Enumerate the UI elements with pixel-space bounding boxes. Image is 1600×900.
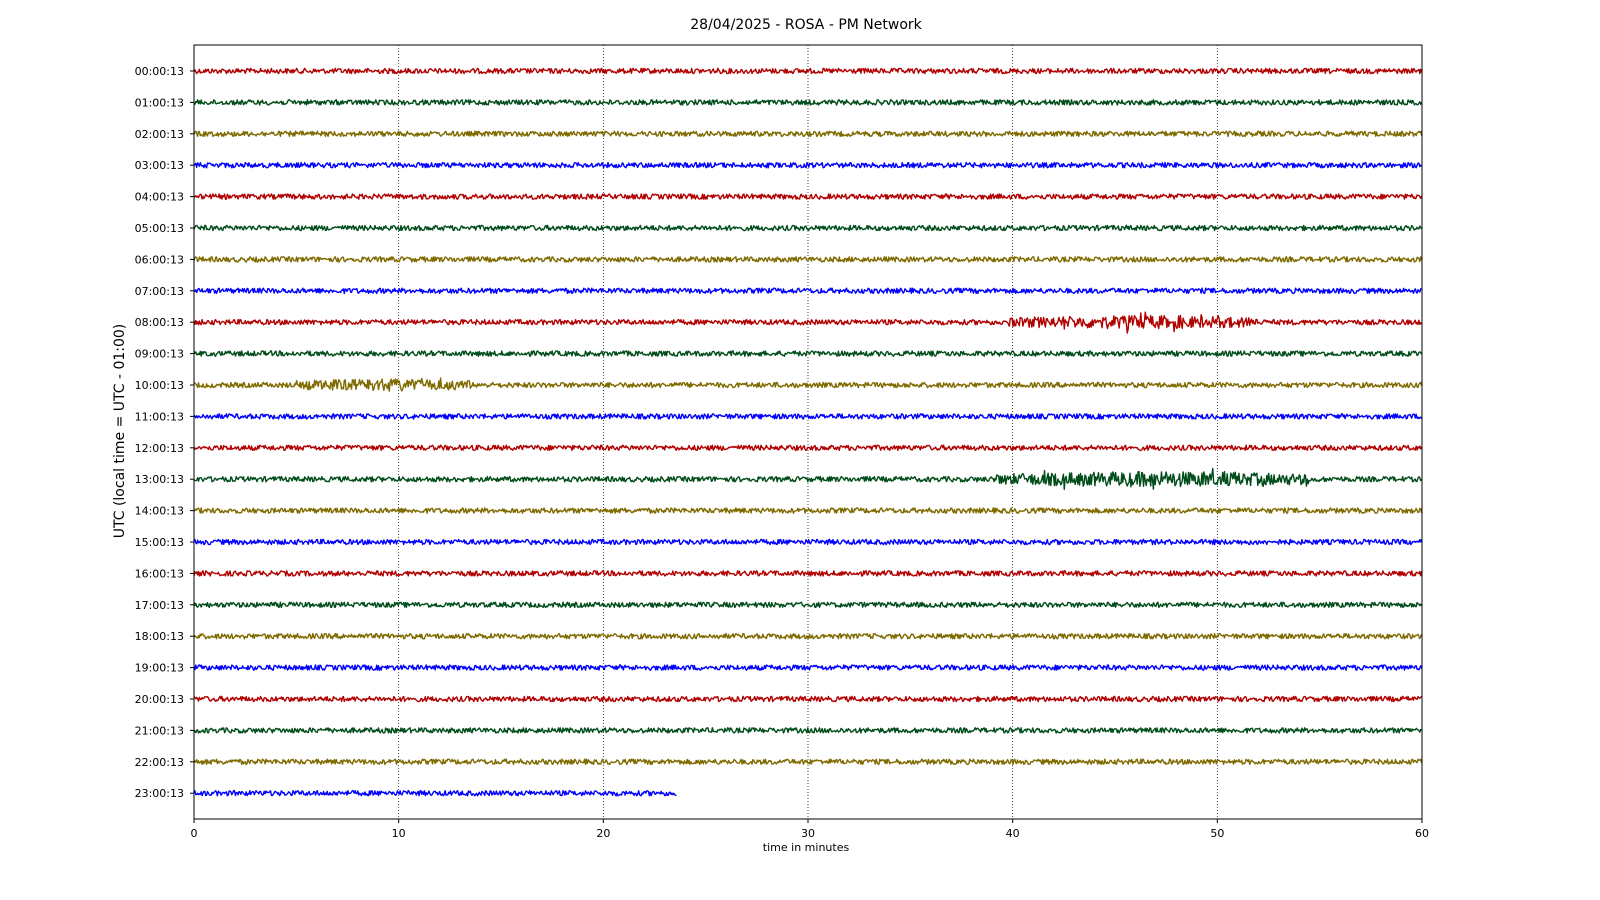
trace-line [193, 311, 1423, 334]
y-tick-label: 06:00:13 [135, 253, 184, 266]
y-tick-label: 18:00:13 [135, 630, 184, 643]
y-axis-label: UTC (local time = UTC - 01:00) [112, 324, 128, 539]
trace-line [193, 538, 1423, 546]
trace-line [193, 507, 1423, 514]
y-tick-label: 20:00:13 [135, 693, 184, 706]
trace-line [193, 224, 1423, 232]
y-tick-label: 15:00:13 [135, 536, 184, 549]
trace-line [193, 664, 1423, 671]
trace-line [193, 287, 1422, 295]
x-tick-label: 40 [1006, 827, 1020, 840]
y-tick-label: 09:00:13 [135, 348, 184, 361]
y-tick-label: 07:00:13 [135, 285, 184, 298]
y-tick-label: 01:00:13 [135, 96, 184, 109]
x-tick-label: 50 [1210, 827, 1224, 840]
x-axis-label: time in minutes [763, 841, 850, 854]
y-tick-label: 08:00:13 [135, 316, 184, 329]
y-tick-label: 02:00:13 [135, 128, 184, 141]
y-tick-label: 17:00:13 [135, 599, 184, 612]
trace-line [193, 727, 1422, 734]
y-tick-label: 21:00:13 [135, 724, 184, 737]
x-tick-label: 10 [392, 827, 406, 840]
y-tick-label: 13:00:13 [135, 473, 184, 486]
chart-title: 28/04/2025 - ROSA - PM Network [690, 17, 922, 33]
trace-line [193, 601, 1423, 609]
trace-line [193, 758, 1423, 766]
trace-line [193, 695, 1423, 703]
trace-line [193, 256, 1423, 263]
y-tick-label: 22:00:13 [135, 756, 184, 769]
trace-line [193, 789, 677, 797]
x-tick-label: 20 [596, 827, 610, 840]
trace-line [193, 632, 1423, 640]
y-tick-label: 23:00:13 [135, 787, 184, 800]
trace-line [193, 130, 1423, 138]
trace-line [193, 467, 1423, 490]
trace-line [193, 99, 1423, 106]
y-tick-label: 11:00:13 [135, 410, 184, 423]
trace-line [193, 444, 1423, 452]
trace-line [193, 570, 1423, 577]
x-tick-label: 0 [191, 827, 198, 840]
y-tick-label: 04:00:13 [135, 191, 184, 204]
x-tick-label: 30 [801, 827, 815, 840]
trace-line [193, 350, 1423, 357]
y-tick-label: 12:00:13 [135, 442, 184, 455]
y-tick-label: 05:00:13 [135, 222, 184, 235]
trace-line [193, 193, 1423, 200]
trace-line [193, 413, 1423, 420]
y-tick-label: 10:00:13 [135, 379, 184, 392]
plot-area: 00:00:13 01:00:13 02:00:13 03:00:13 04:00:13… [135, 44, 1429, 840]
x-tick-label: 60 [1415, 827, 1429, 840]
y-tick-label: 19:00:13 [135, 662, 184, 675]
trace-line [193, 161, 1423, 169]
y-tick-label: 16:00:13 [135, 567, 184, 580]
trace-line [193, 377, 1423, 392]
trace-line [193, 67, 1423, 75]
y-tick-label: 14:00:13 [135, 505, 184, 518]
y-tick-label: 00:00:13 [135, 65, 184, 78]
y-tick-label: 03:00:13 [135, 159, 184, 172]
